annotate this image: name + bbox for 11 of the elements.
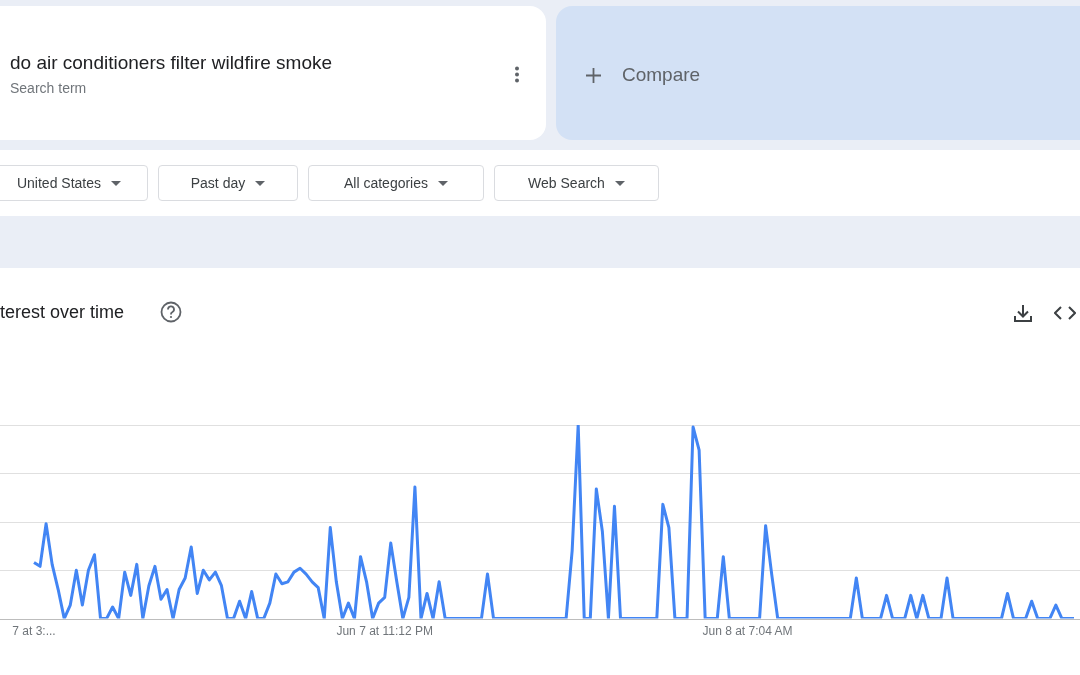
- x-tick-label: Jun 8 at 7:04 AM: [702, 624, 793, 639]
- text: Search term: [10, 80, 87, 96]
- x-tick-label: 7 at 3:...: [12, 624, 56, 639]
- text: do air conditioners filter wildfire smoke: [10, 52, 333, 74]
- text: Web Search: [528, 175, 605, 191]
- text: Past day: [190, 175, 246, 191]
- chart-title: terest over time: [0, 302, 125, 323]
- text: All categories: [343, 175, 429, 191]
- text: Compare: [622, 64, 701, 86]
- text: United States: [16, 175, 102, 191]
- x-tick-label: Jun 7 at 11:12 PM: [336, 624, 433, 639]
